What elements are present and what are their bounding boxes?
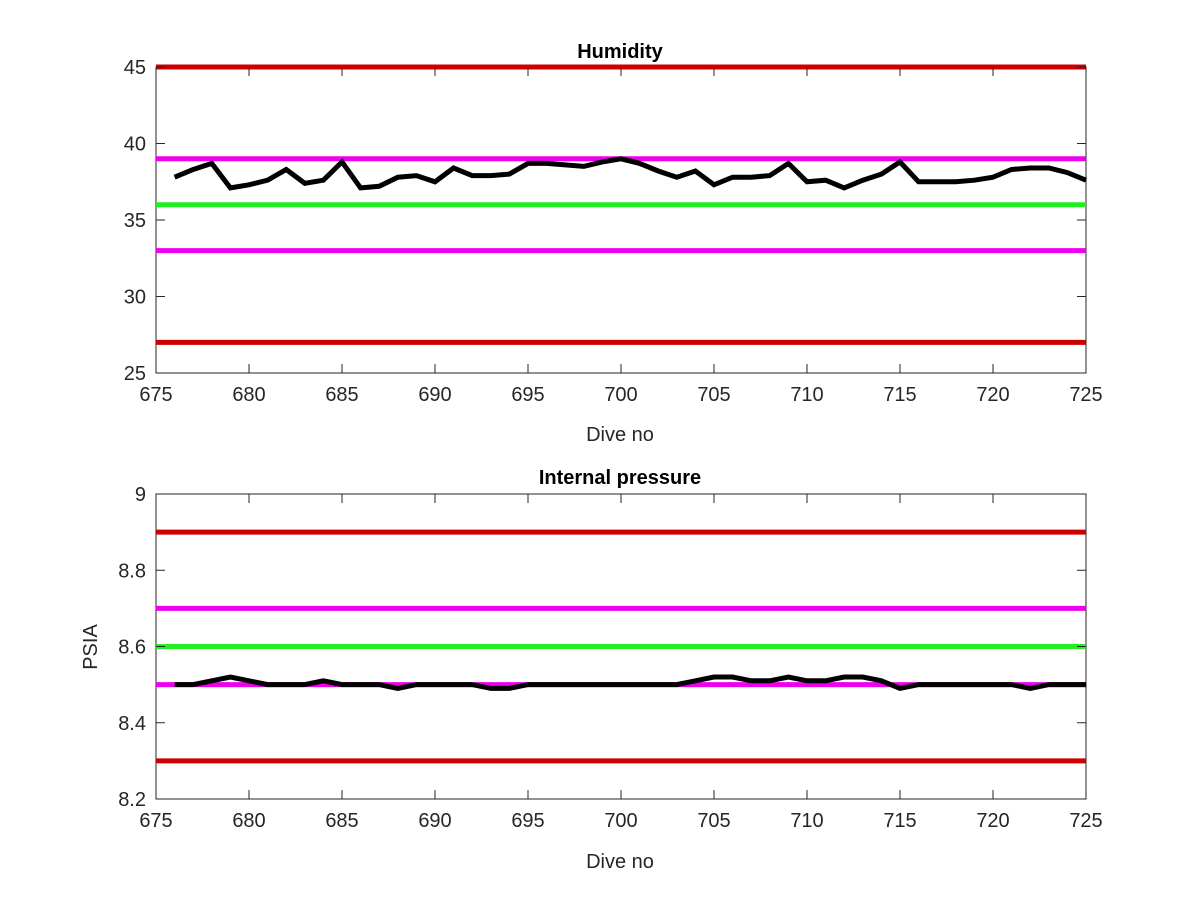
pressure-x-tick-label: 720 xyxy=(976,810,1009,832)
humidity-x-tick-label: 695 xyxy=(511,384,544,406)
humidity-panel: Humidity Dive no 675 680 685 690 695 700 705 71… xyxy=(124,41,1103,446)
pressure-x-tick-label: 690 xyxy=(418,810,451,832)
humidity-y-tick-label: 40 xyxy=(124,134,146,156)
pressure-xlabel: Dive no xyxy=(586,851,654,873)
pressure-x-tick-label: 695 xyxy=(511,810,544,832)
pressure-x-tick-label: 675 xyxy=(139,810,172,832)
humidity-x-tick-label: 680 xyxy=(232,384,265,406)
pressure-x-tick-label: 680 xyxy=(232,810,265,832)
humidity-x-tick-label: 700 xyxy=(604,384,637,406)
pressure-y-tick-label: 8.2 xyxy=(118,789,146,811)
humidity-plot-area xyxy=(155,66,1087,374)
humidity-y-tick-label: 35 xyxy=(124,210,146,232)
pressure-x-tick-label: 710 xyxy=(790,810,823,832)
humidity-x-tick-label: 705 xyxy=(697,384,730,406)
pressure-y-tick-label: 8.6 xyxy=(118,637,146,659)
pressure-x-tick-label: 715 xyxy=(883,810,916,832)
pressure-x-tick-label: 685 xyxy=(325,810,358,832)
humidity-x-tick-label: 675 xyxy=(139,384,172,406)
humidity-x-tick-label: 710 xyxy=(790,384,823,406)
pressure-title: Internal pressure xyxy=(539,467,701,489)
humidity-x-tick-label: 720 xyxy=(976,384,1009,406)
humidity-x-tick-label: 725 xyxy=(1069,384,1102,406)
pressure-series-line xyxy=(174,674,1086,692)
pressure-ylabel: PSIA xyxy=(80,624,102,670)
pressure-y-tick-label: 8.8 xyxy=(118,560,146,582)
pressure-x-tick-label: 700 xyxy=(604,810,637,832)
humidity-y-tick-label: 25 xyxy=(124,363,146,385)
humidity-x-tick-label: 715 xyxy=(883,384,916,406)
pressure-y-tick-label: 9 xyxy=(135,484,146,506)
humidity-x-tick-label: 690 xyxy=(418,384,451,406)
humidity-xlabel: Dive no xyxy=(586,424,654,446)
humidity-y-tick-label: 45 xyxy=(124,57,146,79)
pressure-panel: Internal pressure Dive no PSIA 675 680 685… xyxy=(80,467,1103,873)
humidity-y-tick-label: 30 xyxy=(124,287,146,309)
humidity-title: Humidity xyxy=(577,41,663,63)
pressure-x-tick-label: 725 xyxy=(1069,810,1102,832)
humidity-x-tick-label: 685 xyxy=(325,384,358,406)
pressure-y-tick-label: 8.4 xyxy=(118,713,146,735)
humidity-series-line xyxy=(173,156,1087,191)
pressure-x-tick-label: 705 xyxy=(697,810,730,832)
